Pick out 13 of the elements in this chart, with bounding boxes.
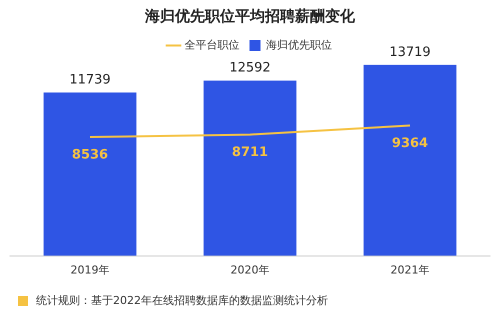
data-label: 9364 [392,136,428,151]
data-label: 8711 [232,144,268,160]
chart-title: 海归优先职位平均招聘薪酬变化 [144,6,356,25]
data-label: 13719 [389,44,431,60]
x-tick-label: 2019年 [70,263,110,276]
x-tick-label: 2021年 [390,263,430,276]
data-label: 11739 [69,72,111,88]
data-label: 8536 [72,147,108,162]
data-label: 12592 [229,60,271,76]
text: 统计规则：基于2022年在线招聘数据库的数据监测统计分析 [36,293,328,308]
legend-label: 海归优先职位 [266,38,332,52]
legend-label: 全平台职位 [184,38,240,52]
x-tick-label: 2020年 [230,263,270,276]
